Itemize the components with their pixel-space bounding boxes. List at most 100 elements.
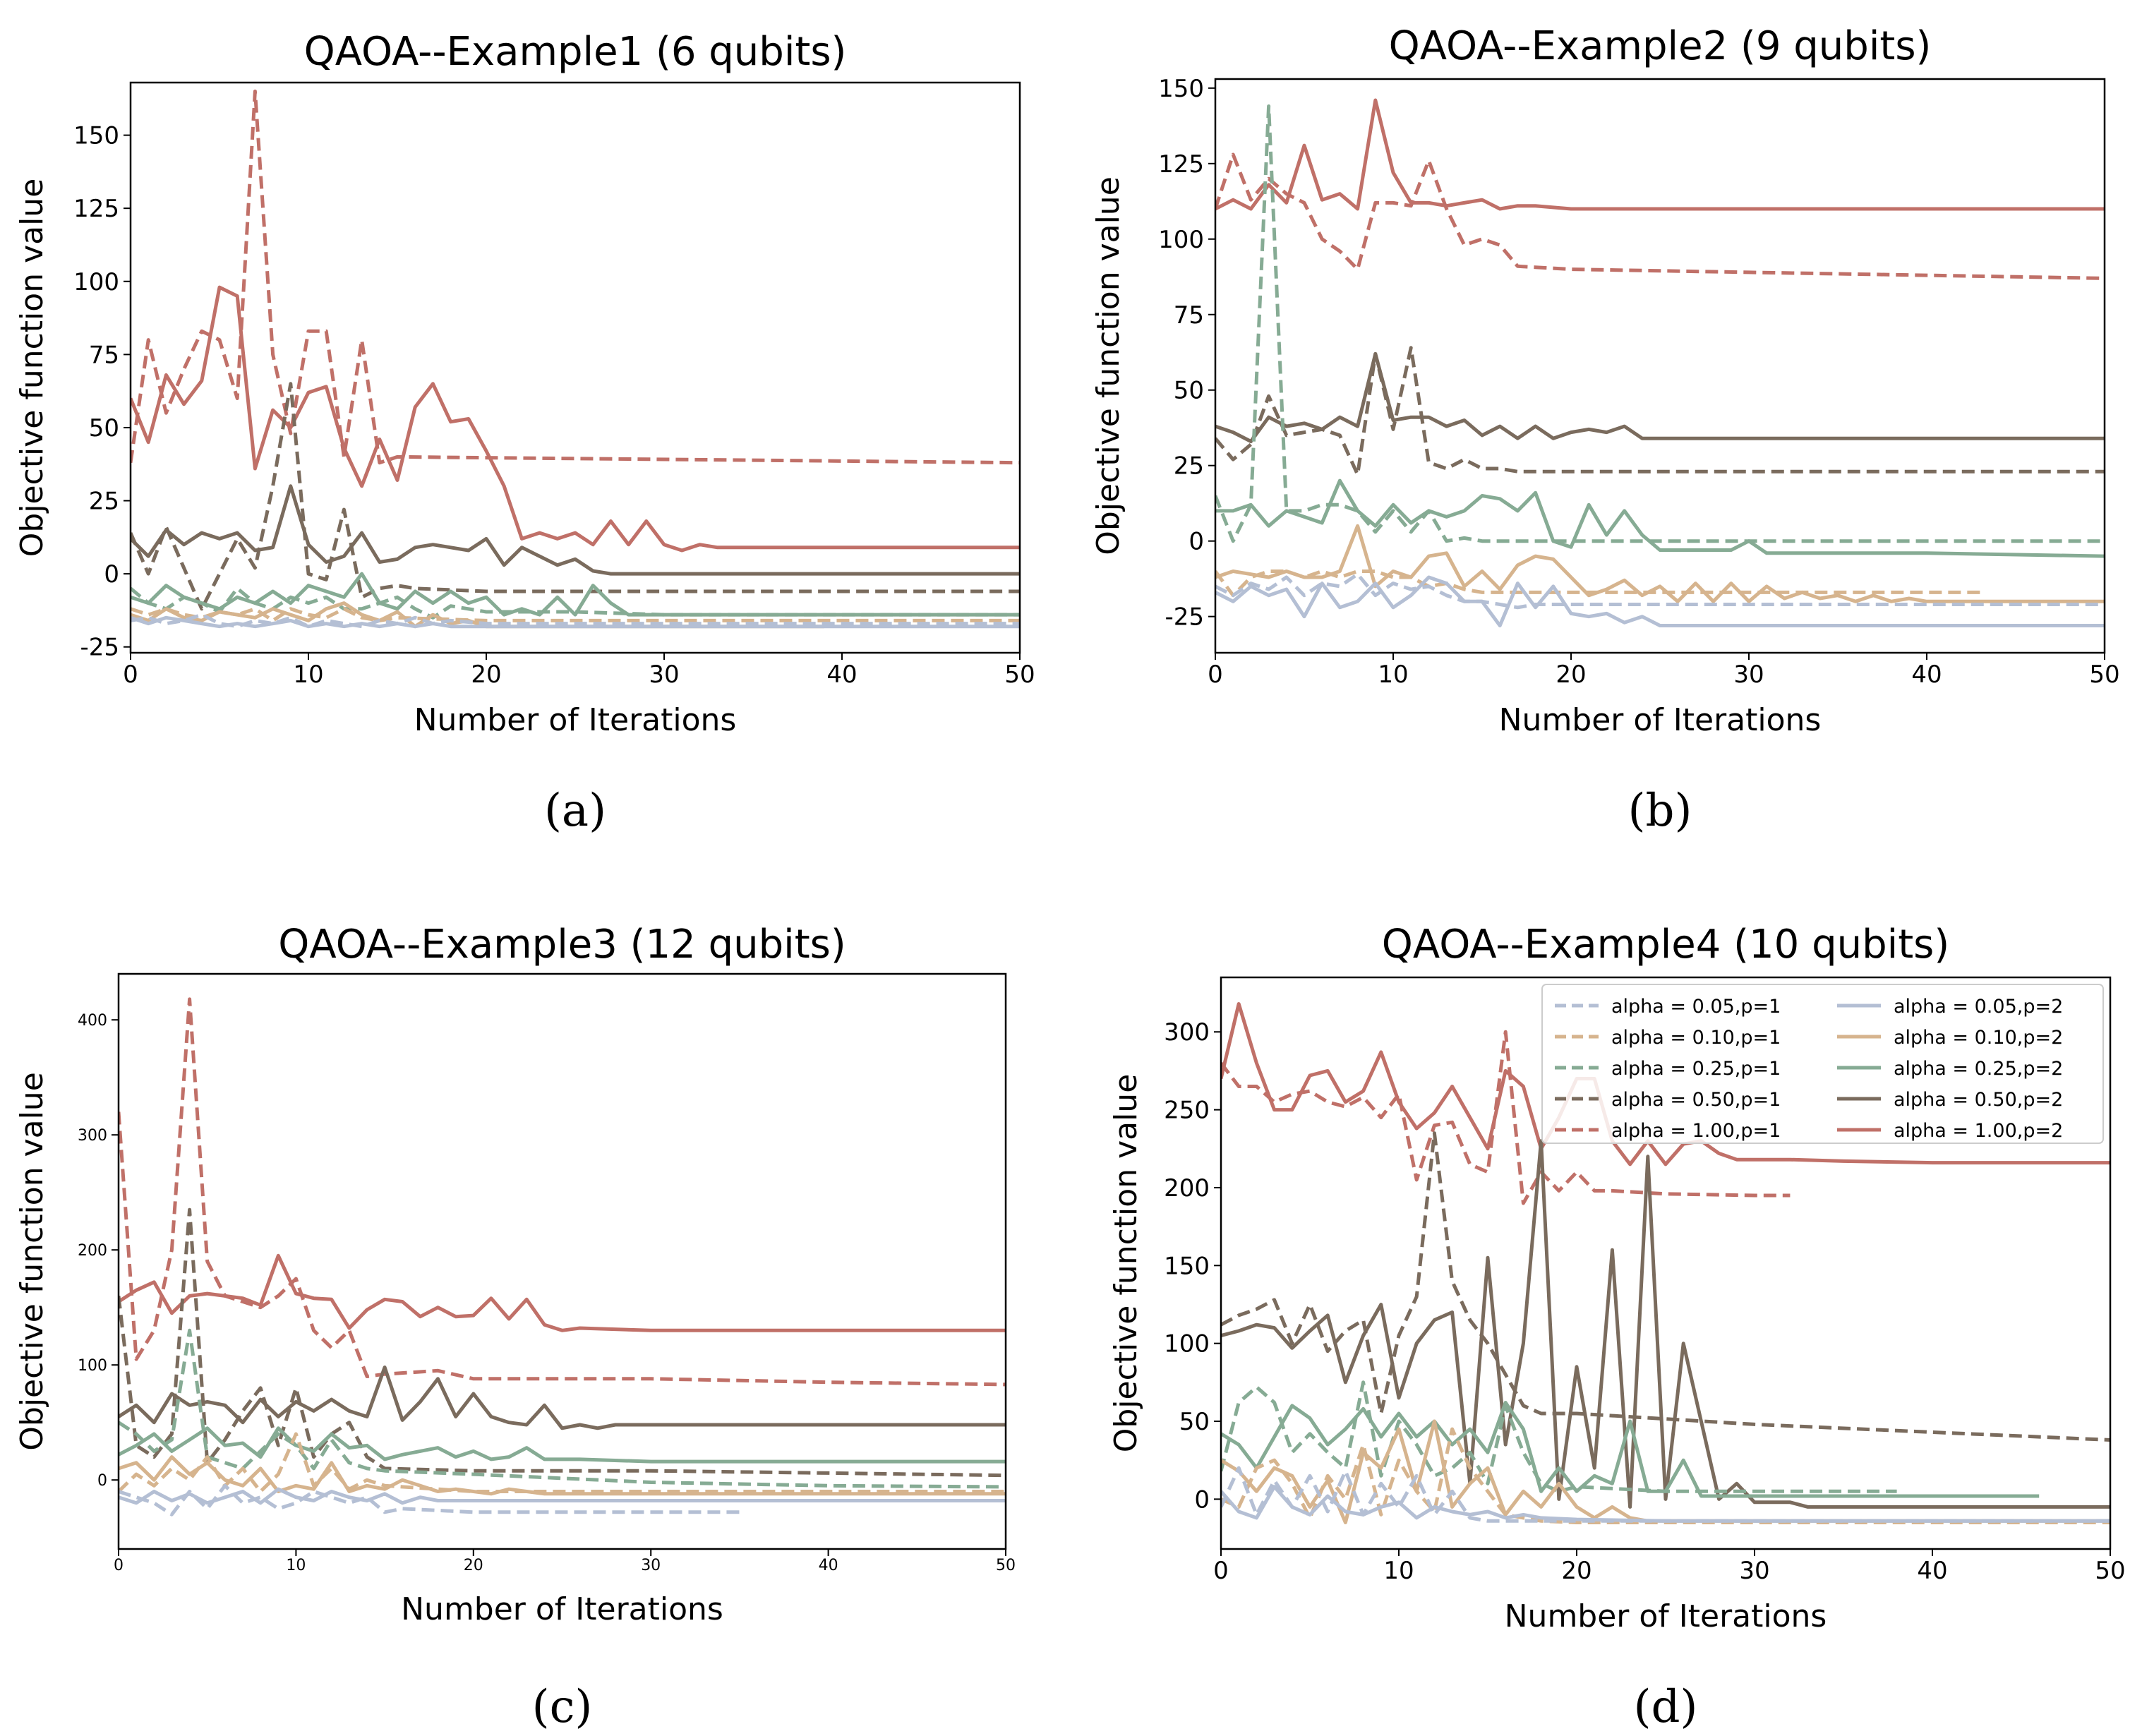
y-tick-label: 150 [73, 122, 119, 150]
panel-caption: (c) [532, 1681, 593, 1733]
y-tick-label: 125 [73, 195, 119, 223]
series-line-alpha-1.00-p2 [119, 1253, 1006, 1332]
y-tick-label: 100 [78, 1357, 107, 1375]
y-tick-label: -25 [80, 634, 119, 662]
y-tick-label: 50 [1174, 377, 1204, 405]
series-line-alpha-0.25-p1 [119, 1328, 1006, 1489]
x-axis-label: Number of Iterations [401, 1591, 723, 1627]
legend-label: alpha = 0.25,p=2 [1894, 1058, 2063, 1080]
y-tick-label: 0 [104, 560, 119, 589]
axes-frame [1214, 78, 2106, 654]
series-group [119, 997, 1006, 1517]
y-tick-label: 0 [97, 1472, 107, 1490]
x-tick-label: 20 [464, 1557, 483, 1574]
x-tick-label: 10 [293, 661, 323, 689]
series-line-alpha-0.50-p1 [131, 382, 1020, 611]
series-line-alpha-0.50-p2 [131, 484, 1020, 576]
x-tick-label: 30 [649, 661, 679, 689]
series-line-alpha-0.50-p1 [1215, 346, 2105, 476]
x-tick-label: 50 [2095, 1557, 2125, 1585]
x-tick-label: 40 [826, 661, 857, 689]
y-tick-label: 150 [1164, 1252, 1210, 1280]
y-axis-label: Objective function value [14, 179, 50, 557]
y-tick-label: 25 [1174, 452, 1204, 481]
y-tick-label: 100 [73, 268, 119, 296]
x-axis-label: Number of Iterations [1505, 1598, 1827, 1634]
y-axis-label: Objective function value [1108, 1074, 1144, 1453]
series-line-alpha-0.10-p1 [131, 607, 1020, 622]
chart-title: QAOA--Example2 (9 qubits) [1389, 23, 1932, 69]
chart-title: QAOA--Example4 (10 qubits) [1382, 922, 1949, 968]
x-tick-label: 10 [286, 1557, 306, 1574]
x-tick-label: 50 [996, 1557, 1016, 1574]
chart-panel-1: 0 10 20 30 40 50-250255075100125150QAOA--Exam… [14, 29, 1035, 837]
y-tick-label: 400 [78, 1012, 107, 1030]
series-line-alpha-0.50-p2 [1215, 351, 2105, 443]
y-tick-label: 50 [89, 414, 119, 442]
series-line-alpha-0.05-p2 [1215, 575, 2105, 627]
x-tick-label: 50 [1004, 661, 1035, 689]
y-tick-label: 75 [89, 341, 119, 369]
y-tick-label: -25 [1165, 603, 1204, 632]
y-axis-label: Objective function value [14, 1072, 50, 1451]
series-line-alpha-0.25-p2 [119, 1426, 1006, 1464]
axes-frame [1220, 976, 2112, 1550]
x-tick-label: 50 [2089, 661, 2119, 689]
x-tick-label: 20 [471, 661, 501, 689]
x-tick-label: 30 [1739, 1557, 1769, 1585]
panel-caption: (b) [1628, 785, 1692, 837]
series-line-alpha-0.50-p2 [119, 1366, 1006, 1430]
y-tick-label: 200 [1164, 1174, 1210, 1202]
x-tick-label: 40 [1911, 661, 1942, 689]
series-line-alpha-0.10-p2 [119, 1455, 1006, 1496]
legend-label: alpha = 0.10,p=1 [1611, 1027, 1781, 1049]
series-line-alpha-0.05-p1 [1221, 1466, 2110, 1523]
legend-label: alpha = 0.25,p=1 [1611, 1058, 1781, 1080]
series-line-alpha-1.00-p1 [119, 997, 1006, 1387]
series-group [131, 89, 1020, 629]
axes-frame [129, 81, 1021, 654]
x-tick-label: 20 [1556, 661, 1586, 689]
series-line-alpha-0.25-p2 [1221, 1401, 2040, 1498]
y-tick-label: 125 [1158, 150, 1204, 179]
y-tick-label: 0 [1189, 528, 1204, 556]
x-tick-label: 20 [1561, 1557, 1592, 1585]
series-group [1215, 98, 2105, 627]
series-group [1221, 1002, 2110, 1524]
y-tick-label: 25 [89, 488, 119, 516]
legend-label: alpha = 1.00,p=2 [1894, 1120, 2063, 1142]
x-tick-label: 30 [1733, 661, 1764, 689]
y-tick-label: 100 [1158, 226, 1204, 254]
legend-label: alpha = 0.50,p=1 [1611, 1089, 1781, 1111]
y-tick-label: 250 [1164, 1097, 1210, 1125]
x-tick-label: 0 [123, 661, 138, 689]
series-line-alpha-0.50-p2 [1221, 1139, 2110, 1509]
y-tick-label: 0 [1194, 1485, 1210, 1514]
series-line-alpha-0.25-p2 [1215, 478, 2105, 558]
series-line-alpha-0.05-p1 [1215, 572, 2105, 610]
y-tick-label: 300 [1164, 1018, 1210, 1047]
series-line-alpha-1.00-p1 [131, 89, 1020, 465]
x-tick-label: 0 [114, 1557, 124, 1574]
legend-label: alpha = 0.50,p=2 [1894, 1089, 2063, 1111]
series-line-alpha-0.10-p2 [1215, 524, 2105, 603]
legend-box [1541, 984, 2104, 1144]
x-tick-label: 40 [819, 1557, 838, 1574]
x-tick-label: 10 [1383, 1557, 1414, 1585]
x-tick-label: 0 [1208, 661, 1223, 689]
y-axis-label: Objective function value [1090, 176, 1126, 555]
y-tick-label: 200 [78, 1242, 107, 1260]
y-tick-label: 50 [1179, 1408, 1210, 1436]
series-line-alpha-0.25-p2 [131, 572, 1020, 617]
series-line-alpha-1.00-p2 [131, 285, 1020, 553]
series-line-alpha-0.05-p1 [131, 613, 1020, 629]
x-axis-label: Number of Iterations [414, 702, 737, 738]
x-tick-label: 10 [1378, 661, 1408, 689]
series-line-alpha-0.05-p2 [119, 1487, 1006, 1505]
series-line-alpha-1.00-p2 [1215, 98, 2105, 211]
x-tick-label: 30 [641, 1557, 661, 1574]
chart-title: QAOA--Example3 (12 qubits) [278, 922, 846, 968]
series-line-alpha-1.00-p1 [1215, 152, 2105, 280]
y-tick-label: 150 [1158, 75, 1204, 103]
